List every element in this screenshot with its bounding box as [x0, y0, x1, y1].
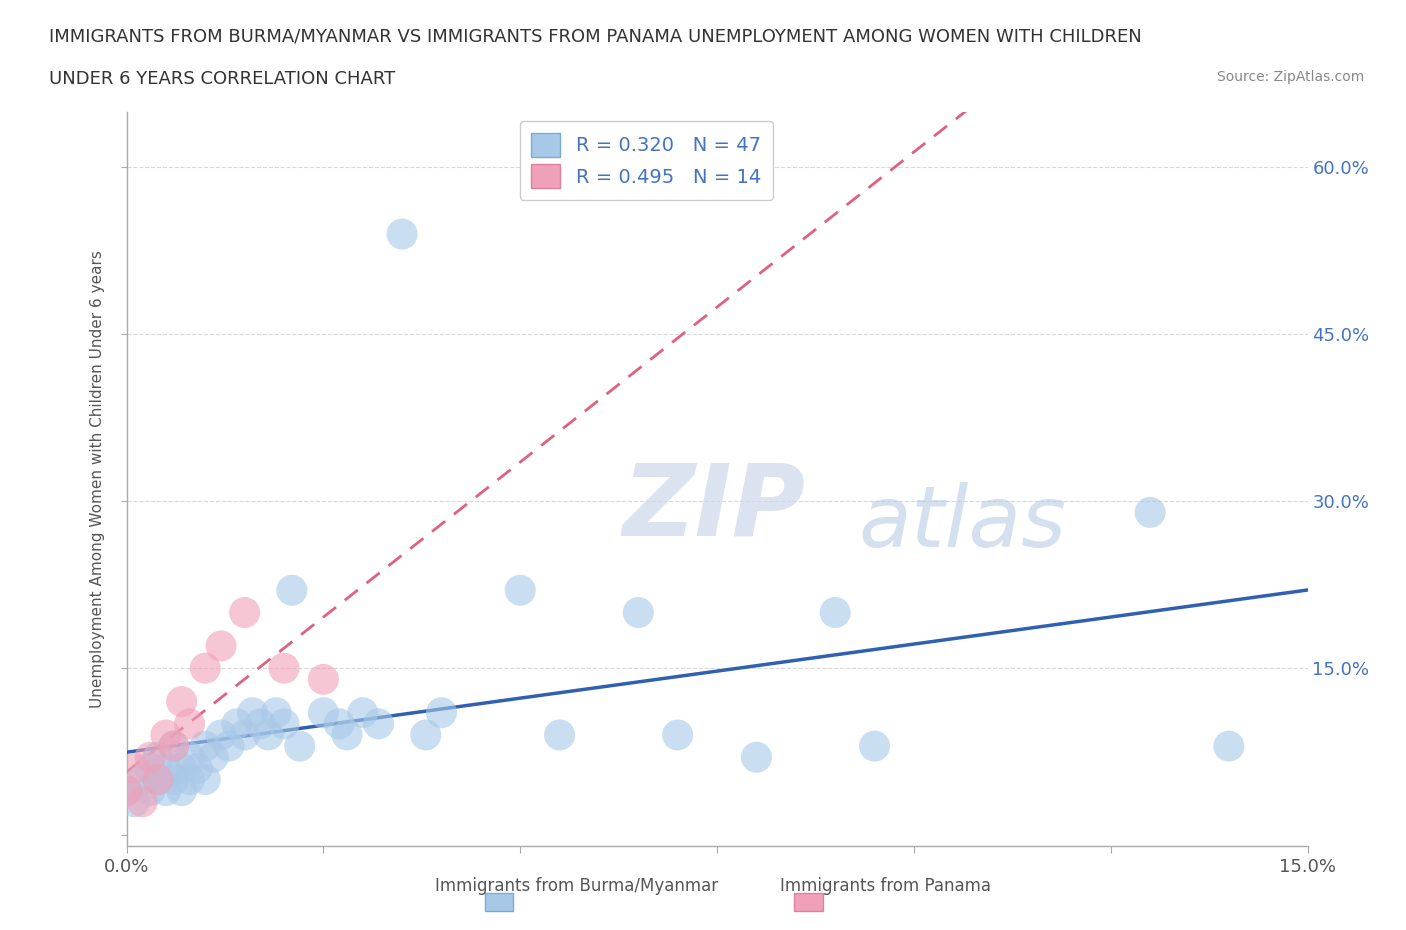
Point [233, 727, 256, 742]
Point [1218, 738, 1240, 753]
Point [146, 750, 169, 764]
Point [170, 761, 193, 776]
Point [163, 772, 186, 787]
Text: atlas: atlas [859, 482, 1067, 565]
Point [170, 694, 193, 709]
Point [115, 783, 138, 798]
Point [430, 705, 453, 720]
Point [745, 750, 768, 764]
Point [194, 772, 217, 787]
Text: IMMIGRANTS FROM BURMA/MYANMAR VS IMMIGRANTS FROM PANAMA UNEMPLOYMENT AMONG WOMEN: IMMIGRANTS FROM BURMA/MYANMAR VS IMMIGRA… [49, 28, 1142, 46]
Point [249, 716, 271, 731]
Point [139, 761, 162, 776]
Point [548, 727, 571, 742]
Point [312, 671, 335, 686]
Point [415, 727, 437, 742]
Point [391, 227, 413, 242]
Point [179, 772, 201, 787]
Point [194, 660, 217, 675]
Text: Immigrants from Burma/Myanmar: Immigrants from Burma/Myanmar [434, 877, 718, 895]
Point [352, 705, 374, 720]
Point [186, 761, 208, 776]
Point [863, 738, 886, 753]
Point [139, 750, 162, 764]
Y-axis label: Unemployment Among Women with Children Under 6 years: Unemployment Among Women with Children U… [90, 250, 105, 708]
Point [328, 716, 350, 731]
Point [146, 772, 169, 787]
Point [225, 716, 247, 731]
Point [233, 605, 256, 620]
Point [1139, 505, 1161, 520]
Point [627, 605, 650, 620]
Point [257, 727, 280, 742]
Point [264, 705, 287, 720]
Point [179, 750, 201, 764]
Point [146, 772, 169, 787]
Point [288, 738, 311, 753]
Point [124, 761, 146, 776]
Point [115, 783, 138, 798]
Text: ZIP: ZIP [623, 459, 806, 557]
Point [824, 605, 846, 620]
Text: UNDER 6 YEARS CORRELATION CHART: UNDER 6 YEARS CORRELATION CHART [49, 70, 395, 87]
Point [124, 794, 146, 809]
Point [367, 716, 389, 731]
Point [209, 727, 232, 742]
Point [242, 705, 264, 720]
Point [155, 727, 177, 742]
Point [273, 660, 295, 675]
Text: Source: ZipAtlas.com: Source: ZipAtlas.com [1216, 70, 1364, 84]
Point [194, 738, 217, 753]
Point [163, 738, 186, 753]
Point [218, 738, 240, 753]
Point [163, 738, 186, 753]
Legend: R = 0.320   N = 47, R = 0.495   N = 14: R = 0.320 N = 47, R = 0.495 N = 14 [520, 121, 773, 200]
Point [170, 783, 193, 798]
Point [336, 727, 359, 742]
Point [509, 583, 531, 598]
Point [202, 750, 225, 764]
Text: Immigrants from Panama: Immigrants from Panama [780, 877, 991, 895]
Point [666, 727, 689, 742]
Point [312, 705, 335, 720]
Point [139, 783, 162, 798]
Point [131, 772, 153, 787]
Point [155, 761, 177, 776]
Point [131, 794, 153, 809]
Point [179, 716, 201, 731]
Point [281, 583, 304, 598]
Point [155, 783, 177, 798]
Point [209, 639, 232, 654]
Point [273, 716, 295, 731]
